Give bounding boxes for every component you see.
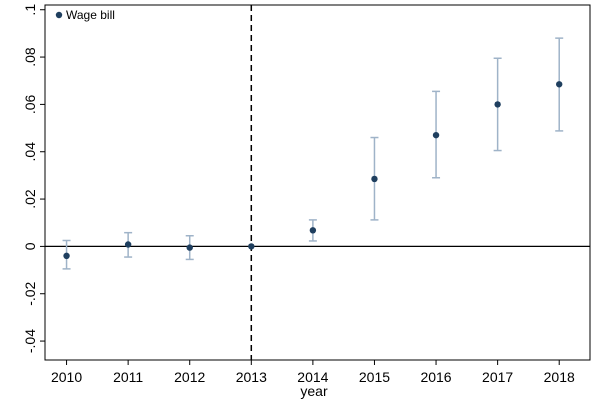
y-tick-label: .1 [22,4,38,16]
y-tick-label: .06 [22,94,38,114]
legend: Wage bill [55,8,115,22]
data-point [371,175,378,183]
data-point [124,241,132,248]
legend-marker [55,11,63,19]
data-point [248,243,255,250]
data-point [556,81,563,88]
plot-frame [44,4,591,361]
x-tick-label: 2012 [174,369,205,385]
x-tick-label: 2015 [359,369,390,385]
x-tick-label: 2014 [297,369,328,385]
x-tick-label: 2018 [544,369,575,385]
y-tick-label: -.02 [22,281,38,305]
y-tick-label: .02 [22,189,38,209]
y-tick-label: .08 [22,47,38,67]
x-tick-label: 2017 [482,369,513,385]
x-tick-label: 2011 [113,369,143,385]
data-point [309,227,317,234]
x-tick-label: 2013 [236,369,267,385]
data-point [494,101,501,108]
x-tick-label: 2010 [51,369,82,385]
axes: -.04 -.02 0 .02 .04 .06 .08 .1 2010 2011 2012 2013 2… [22,4,575,385]
legend-label: Wage bill [66,8,115,22]
plot-region [44,4,591,361]
data-marks [62,37,564,270]
x-tick-label: 2016 [420,369,451,385]
x-axis-title: year [300,383,328,399]
y-tick-label: -.04 [22,329,38,353]
y-tick-label: .04 [22,142,38,162]
data-point [186,244,193,251]
data-point [432,131,440,139]
data-point [63,252,70,260]
y-tick-label: 0 [22,242,38,250]
